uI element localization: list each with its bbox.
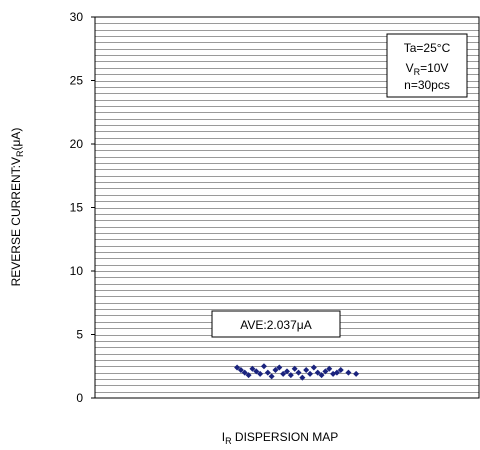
y-axis-ticks: 0 5 10 15 20 25 30 [70, 10, 95, 405]
y-tick-label: 30 [70, 10, 84, 24]
data-point [291, 365, 298, 372]
y-tick-label: 10 [70, 264, 84, 278]
data-point [353, 370, 360, 377]
data-point [257, 370, 264, 377]
data-point [295, 369, 302, 376]
data-point [284, 368, 290, 375]
data-point [333, 369, 340, 376]
data-point [303, 367, 310, 374]
data-point [268, 373, 275, 380]
data-point [310, 364, 317, 371]
data-point [241, 369, 248, 376]
data-point [237, 367, 244, 374]
y-tick-label: 5 [76, 328, 83, 342]
average-label: AVE:2.037μA [240, 318, 311, 332]
data-point [326, 365, 333, 372]
data-point [299, 374, 306, 381]
data-point [345, 369, 352, 376]
legend-temperature: Ta=25°C [404, 41, 451, 55]
data-point [249, 365, 256, 372]
data-point [245, 372, 252, 379]
y-tick-label: 25 [70, 74, 84, 88]
y-axis-label: REVERSE CURRENT:VR(μA) [9, 128, 25, 287]
data-point [260, 363, 267, 370]
data-points [234, 363, 360, 381]
y-tick-label: 15 [70, 201, 84, 215]
y-tick-label: 0 [76, 391, 83, 405]
data-point [276, 364, 283, 371]
data-point [307, 370, 314, 377]
data-point [280, 370, 287, 377]
average-annotation: AVE:2.037μA [211, 310, 341, 338]
data-point [264, 369, 271, 376]
x-axis-label: IR DISPERSION MAP [222, 430, 339, 446]
data-point [272, 367, 279, 374]
data-point [322, 368, 329, 375]
legend-sample-count: n=30pcs [404, 78, 450, 92]
data-point [318, 372, 325, 379]
conditions-legend: Ta=25°C VR=10V n=30pcs [386, 33, 468, 98]
data-point [337, 367, 344, 374]
y-tick-label: 20 [70, 137, 84, 151]
data-point [234, 364, 241, 371]
data-point [287, 372, 294, 379]
data-point [253, 368, 260, 375]
data-point [314, 369, 321, 376]
legend-voltage: VR=10V [406, 61, 449, 77]
